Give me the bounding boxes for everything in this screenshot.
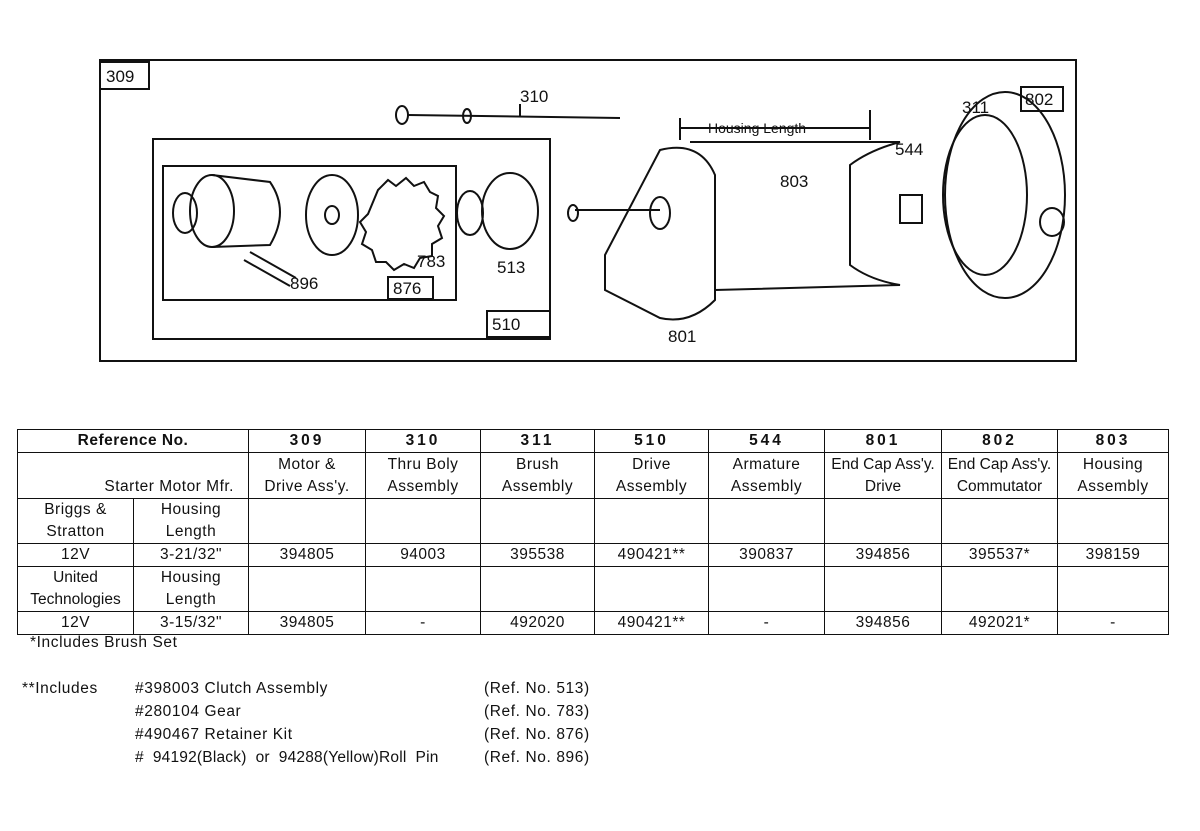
note-item-ref: (Ref. No. 896) xyxy=(484,749,590,766)
part-number: 395537* xyxy=(941,543,1058,567)
part-number: 390837 xyxy=(708,543,825,567)
ref-801: 801 xyxy=(824,429,942,453)
mfr-name: United Technologies xyxy=(17,566,134,612)
note-item-part: #490467 Retainer Kit xyxy=(135,726,293,743)
drive-parts-box xyxy=(162,165,457,301)
callout-544: 544 xyxy=(895,140,923,159)
housing-length-label: Housing Length xyxy=(708,120,806,136)
motor-housing-drawing xyxy=(567,91,1066,321)
housing-length-header: Housing Length xyxy=(133,498,249,544)
note-item-part: #398003 Clutch Assembly xyxy=(135,680,329,697)
part-name-801: End Cap Ass'y. Drive xyxy=(824,452,942,499)
callout-box-876 xyxy=(387,276,434,300)
callout-803: 803 xyxy=(780,172,808,191)
starter-exploded-diagram: 309 310 311 802 803 544 896 783 876 513 … xyxy=(99,59,1077,362)
part-number: 394856 xyxy=(824,611,942,635)
part-number: - xyxy=(1057,611,1169,635)
callout-box-309 xyxy=(99,61,150,90)
part-number: 492020 xyxy=(480,611,595,635)
ref-802: 802 xyxy=(941,429,1058,453)
part-number: 398159 xyxy=(1057,543,1169,567)
voltage: 12V xyxy=(17,543,134,567)
part-name-510: Drive Assembly xyxy=(594,452,709,499)
part-number: - xyxy=(708,611,825,635)
note-item-ref: (Ref. No. 876) xyxy=(484,726,590,743)
part-number: 490421** xyxy=(594,543,709,567)
note-item-part: #280104 Gear xyxy=(135,703,242,720)
part-name-309: Motor & Drive Ass'y. xyxy=(248,452,366,499)
ref-row: Reference No. 309 310 311 510 544 801 80… xyxy=(17,429,1169,453)
callout-876: 876 xyxy=(393,279,421,298)
callout-box-510 xyxy=(486,310,551,338)
mfr-row-united: United Technologies Housing Length xyxy=(17,566,1169,612)
part-number: 394805 xyxy=(248,543,366,567)
mfr-row-briggs: Briggs & Stratton Housing Length xyxy=(17,498,1169,544)
callout-311: 311 xyxy=(962,98,989,117)
drive-parts-drawing xyxy=(172,172,539,287)
note-item-ref: (Ref. No. 513) xyxy=(484,680,590,697)
part-name-544: Armature Assembly xyxy=(708,452,825,499)
part-name-311: Brush Assembly xyxy=(480,452,595,499)
mfr-header: Starter Motor Mfr. xyxy=(17,452,249,499)
part-number: 490421** xyxy=(594,611,709,635)
part-number: 394805 xyxy=(248,611,366,635)
part-number: 492021* xyxy=(941,611,1058,635)
part-name-row: Starter Motor Mfr. Motor & Drive Ass'y. T… xyxy=(17,452,1169,499)
housing-length: 3-15/32" xyxy=(133,611,249,635)
mfr-name: Briggs & Stratton xyxy=(17,498,134,544)
callout-513: 513 xyxy=(497,258,525,277)
note-item-ref: (Ref. No. 783) xyxy=(484,703,590,720)
part-number: 395538 xyxy=(480,543,595,567)
part-name-310: Thru Boly Assembly xyxy=(365,452,481,499)
ref-544: 544 xyxy=(708,429,825,453)
callout-801: 801 xyxy=(668,327,696,346)
callout-896: 896 xyxy=(290,274,318,293)
ref-803: 803 xyxy=(1057,429,1169,453)
part-number: 94003 xyxy=(365,543,481,567)
callout-box-802 xyxy=(1020,86,1064,112)
part-name-802: End Cap Ass'y. Commutator xyxy=(941,452,1058,499)
note-item-part: # 94192(Black) or 94288(Yellow)Roll Pin xyxy=(135,749,439,766)
part-name-803: Housing Assembly xyxy=(1057,452,1169,499)
parts-table: Reference No. 309 310 311 510 544 801 80… xyxy=(17,429,1169,635)
part-number: - xyxy=(365,611,481,635)
ref-510: 510 xyxy=(594,429,709,453)
ref-header: Reference No. xyxy=(17,429,249,453)
callout-309: 309 xyxy=(106,67,134,86)
callout-510: 510 xyxy=(492,315,520,334)
ref-309: 309 xyxy=(248,429,366,453)
diagram-frame xyxy=(99,59,1077,362)
note-includes-label: **Includes xyxy=(22,680,98,697)
part-number: 394856 xyxy=(824,543,942,567)
parts-row-briggs: 12V 3-21/32" 394805 94003 395538 490421*… xyxy=(17,543,1169,567)
housing-length-header: Housing Length xyxy=(133,566,249,612)
drive-assembly-box xyxy=(152,138,551,340)
note-brush-set: *Includes Brush Set xyxy=(30,634,178,651)
housing-length: 3-21/32" xyxy=(133,543,249,567)
parts-row-united: 12V 3-15/32" 394805 - 492020 490421** - … xyxy=(17,611,1169,635)
callout-783: 783 xyxy=(417,252,445,271)
callout-310: 310 xyxy=(520,87,548,106)
ref-310: 310 xyxy=(365,429,481,453)
callout-802: 802 xyxy=(1025,90,1053,109)
voltage: 12V xyxy=(17,611,134,635)
thru-bolt-drawing xyxy=(395,104,621,125)
ref-311: 311 xyxy=(480,429,595,453)
